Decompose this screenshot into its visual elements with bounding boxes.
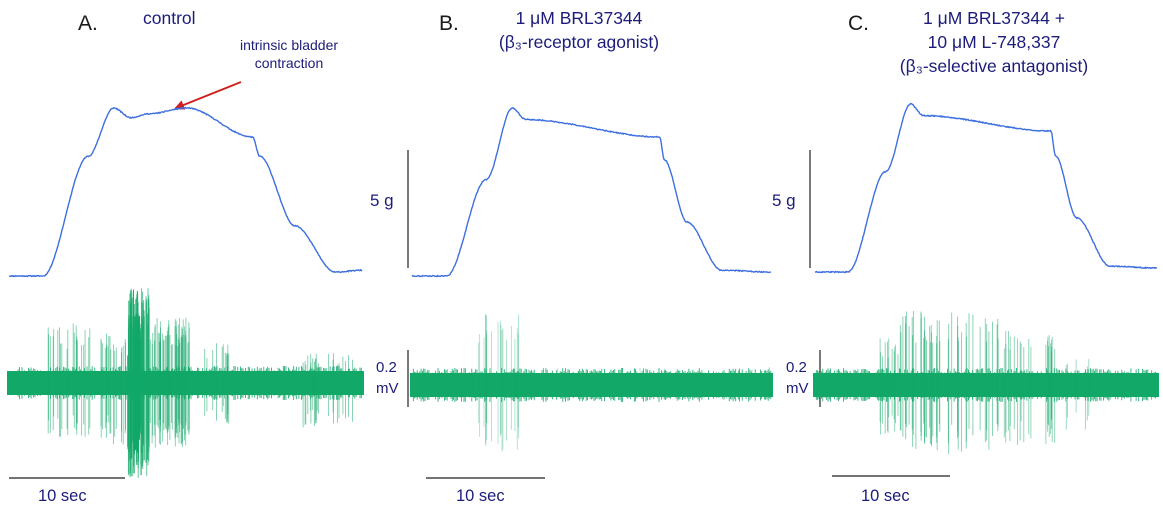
- nerve-noise: [411, 368, 772, 402]
- nerve-trace-b: [410, 314, 773, 452]
- panel-c: C. 1 μM BRL37344 + 10 μM L-748,337 (β₃-s…: [772, 8, 1159, 505]
- annotation-line1: intrinsic bladder: [240, 37, 338, 53]
- time-label-a: 10 sec: [38, 487, 87, 505]
- panel-title-c-line3: (β₃-selective antagonist): [900, 56, 1088, 76]
- panel-title-b-line2: (β₃-receptor agonist): [499, 32, 659, 52]
- panel-letter-c: C.: [848, 12, 869, 35]
- panel-letter-b: B.: [439, 12, 459, 35]
- force-trace-a: [8, 106, 363, 278]
- time-label-b: 10 sec: [456, 487, 505, 505]
- time-label-c: 10 sec: [861, 487, 910, 505]
- force-trace-b: [411, 107, 772, 278]
- force-trace-c: [814, 102, 1158, 274]
- nerve-scale-label-c-line2: mV: [786, 380, 809, 397]
- annotation-line2: contraction: [255, 55, 323, 71]
- nerve-scale-label-b-line1: 0.2: [376, 359, 397, 376]
- panel-title-c-line1: 1 μM BRL37344 +: [923, 8, 1065, 28]
- nerve-scale-label-b-line2: mV: [376, 380, 399, 397]
- panel-letter-a: A.: [78, 12, 98, 35]
- force-scale-label-c: 5 g: [772, 191, 796, 210]
- nerve-trace-c: [813, 311, 1159, 455]
- annotation-arrow: [174, 81, 242, 110]
- panel-title-c-line2: 10 μM L-748,337: [928, 32, 1061, 52]
- panel-title-b-line1: 1 μM BRL37344: [516, 8, 643, 28]
- panel-a: A. control intrinsic bladder contraction…: [7, 8, 364, 505]
- panel-b: B. 1 μM BRL37344 (β₃-receptor agonist) 5…: [370, 8, 773, 505]
- nerve-scale-label-c-line1: 0.2: [786, 359, 807, 376]
- nerve-trace-a: [7, 288, 364, 478]
- panel-title-a-line1: control: [143, 8, 196, 28]
- force-scale-label-b: 5 g: [370, 191, 394, 210]
